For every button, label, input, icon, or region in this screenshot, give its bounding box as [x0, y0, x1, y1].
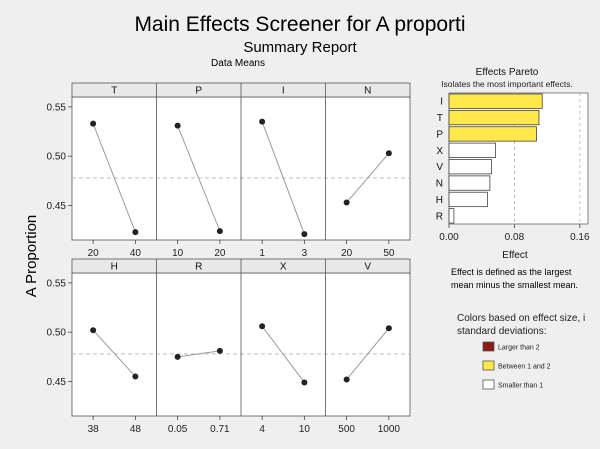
- mean-point-H-low: [90, 327, 97, 334]
- legend-swatch-bar_large: [482, 341, 495, 352]
- x-tick-label: 10: [299, 424, 311, 435]
- mean-point-I-high: [301, 231, 308, 238]
- pareto-bar-N: [448, 175, 491, 191]
- pareto-subtitle: Isolates the most important effects.: [441, 79, 573, 89]
- pareto-category-label-X: X: [436, 146, 443, 157]
- effect-definition-line-1: Effect is defined as the largest: [451, 267, 572, 277]
- effect-line-X: [261, 325, 305, 383]
- panel-factor-label-I: I: [282, 86, 285, 97]
- y-tick-label: 0.45: [47, 377, 67, 388]
- y-tick-label: 0.50: [47, 152, 67, 163]
- x-tick-label: 20: [341, 248, 353, 259]
- effect-size-legend: Colors based on effect size, i standard d…: [457, 313, 585, 390]
- pareto-bar-V: [448, 159, 492, 175]
- x-tick-label: 1000: [378, 424, 401, 435]
- mean-point-T-low: [90, 120, 97, 127]
- mean-point-N-high: [385, 150, 392, 157]
- x-tick-label: 50: [383, 248, 395, 259]
- panel-factor-label-V: V: [364, 262, 371, 273]
- legend-swatch-bar_between: [482, 360, 495, 371]
- effect-line-P: [177, 125, 221, 232]
- pareto-x-axis-label: Effect: [502, 250, 528, 261]
- effect-line-T: [92, 123, 136, 233]
- y-tick-label: 0.55: [47, 102, 67, 113]
- pareto-category-label-I: I: [440, 97, 443, 108]
- x-tick-label: 40: [130, 248, 142, 259]
- legend-heading-line-2: standard deviations:: [457, 326, 547, 337]
- legend-swatch-bar_small: [482, 379, 495, 390]
- panel-factor-label-N: N: [364, 86, 371, 97]
- legend-label-bar_between: Between 1 and 2: [498, 364, 551, 371]
- pareto-bar-T: [448, 109, 540, 126]
- effect-line-H: [92, 329, 136, 377]
- mean-point-P-high: [216, 228, 223, 235]
- panel-factor-label-R: R: [195, 262, 202, 273]
- x-tick-label: 4: [259, 424, 265, 435]
- mean-point-N-low: [343, 199, 350, 206]
- pareto-x-tick-label: 0.00: [439, 232, 459, 243]
- effect-definition-line-2: mean minus the smallest mean.: [451, 280, 578, 290]
- pareto-bar-R: [448, 208, 455, 224]
- report-subtitle: Summary Report: [243, 39, 357, 56]
- mean-point-V-high: [385, 325, 392, 332]
- y-tick-label: 0.50: [47, 328, 67, 339]
- pareto-bar-P: [448, 126, 537, 142]
- pareto-category-label-R: R: [436, 211, 443, 222]
- panel-factor-label-P: P: [195, 86, 202, 97]
- x-tick-label: 20: [88, 248, 100, 259]
- y-tick-label: 0.45: [47, 201, 67, 212]
- panel-caption: Data Means: [211, 58, 265, 69]
- panel-factor-label-T: T: [111, 86, 117, 97]
- mean-point-R-low: [174, 353, 181, 360]
- mean-point-X-high: [301, 379, 308, 386]
- y-axis-label: A Proportion: [23, 215, 40, 298]
- legend-label-bar_large: Larger than 2: [498, 345, 540, 352]
- pareto-category-label-N: N: [436, 179, 443, 190]
- mean-point-I-low: [259, 118, 266, 125]
- pareto-category-label-H: H: [436, 195, 443, 206]
- y-tick-label: 0.55: [47, 278, 67, 289]
- pareto-x-tick-label: 0.16: [570, 232, 590, 243]
- pareto-bar-I: [448, 93, 543, 109]
- mean-point-H-high: [132, 373, 139, 380]
- pareto-bar-H: [448, 191, 488, 208]
- pareto-x-tick-label: 0.08: [505, 232, 525, 243]
- mean-point-V-low: [343, 376, 350, 383]
- pareto-category-label-P: P: [436, 129, 443, 140]
- effect-line-V: [346, 327, 390, 380]
- x-tick-label: 48: [130, 424, 142, 435]
- pareto-category-label-V: V: [436, 162, 443, 173]
- x-tick-label: 3: [302, 248, 308, 259]
- mean-point-X-low: [259, 323, 266, 330]
- effect-line-R: [177, 350, 220, 358]
- pareto-category-label-T: T: [437, 113, 443, 124]
- x-tick-label: 0.05: [168, 424, 188, 435]
- mean-point-R-high: [216, 347, 223, 354]
- pareto-title: Effects Pareto: [476, 67, 539, 78]
- mean-point-T-high: [132, 229, 139, 236]
- pareto-bar-X: [448, 142, 497, 158]
- x-tick-label: 20: [214, 248, 226, 259]
- report-title: Main Effects Screener for A proporti: [134, 13, 465, 36]
- legend-label-bar_small: Smaller than 1: [498, 383, 543, 390]
- panel-factor-label-X: X: [280, 262, 287, 273]
- effect-line-N: [346, 152, 390, 203]
- effect-line-I: [261, 121, 305, 235]
- x-tick-label: 1: [259, 248, 265, 259]
- x-tick-label: 500: [338, 424, 355, 435]
- main-effects-panels: 0.55 0.50 0.45 T 20 40 P 10 20 I 1 3 N 20 50 0.55 0.50 0.…: [47, 82, 411, 435]
- x-tick-label: 10: [172, 248, 184, 259]
- legend-heading-line-1: Colors based on effect size, i: [457, 313, 585, 324]
- mean-point-P-low: [174, 122, 181, 129]
- x-tick-label: 38: [88, 424, 100, 435]
- panel-factor-label-H: H: [111, 262, 118, 273]
- x-tick-label: 0.71: [210, 424, 230, 435]
